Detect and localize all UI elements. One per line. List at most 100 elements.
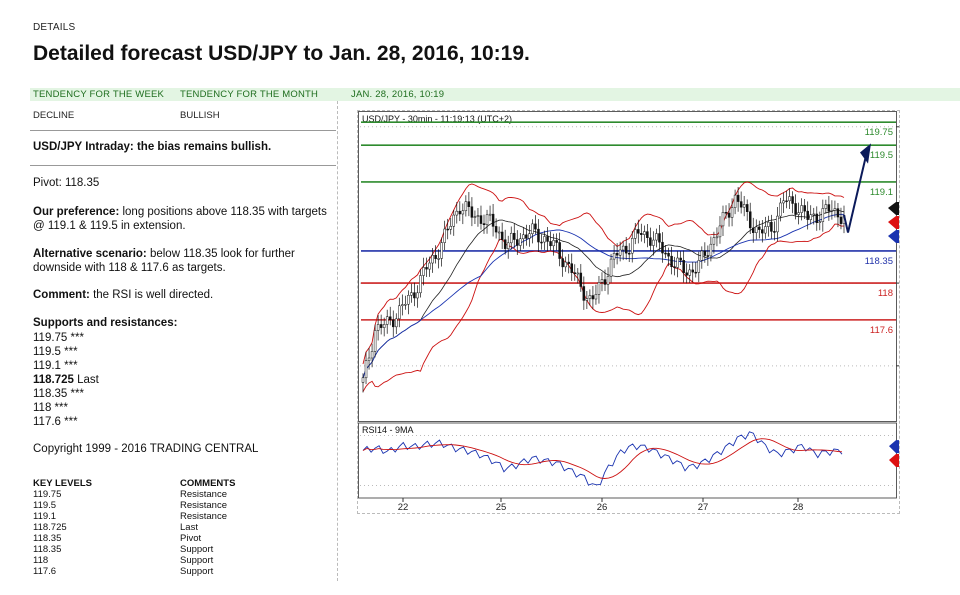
level-label: 119.1 — [870, 187, 893, 198]
candle — [748, 211, 752, 229]
candle — [724, 212, 728, 214]
price-chart-title: USD/JPY - 30min - 11:19:13 (UTC+2) — [362, 114, 512, 124]
candle — [809, 214, 812, 220]
chart-panel: USD/JPY - 30min - 11:19:13 (UTC+2) RSI14 … — [357, 110, 952, 514]
candle — [479, 215, 483, 224]
candle — [497, 231, 501, 234]
candle — [788, 196, 791, 202]
candle — [392, 319, 395, 328]
candle — [736, 194, 740, 202]
candle — [449, 226, 452, 230]
candle — [709, 243, 713, 257]
candle — [603, 279, 607, 285]
candle — [655, 233, 658, 241]
candle — [791, 196, 794, 204]
candle — [758, 226, 761, 230]
candle — [658, 233, 661, 243]
month-value: BULLISH — [180, 110, 220, 121]
candle — [558, 242, 561, 259]
divider — [30, 165, 336, 166]
candle — [422, 267, 425, 276]
tendency-date: JAN. 28, 2016, 10:19 — [351, 89, 445, 100]
x-tick-label: 27 — [698, 502, 709, 513]
candle — [407, 295, 410, 305]
candle — [428, 262, 431, 270]
candle — [398, 305, 401, 320]
candle — [812, 213, 815, 216]
moving-average-long — [362, 213, 845, 378]
candle — [779, 202, 782, 217]
candle — [373, 330, 377, 352]
candle — [552, 240, 555, 247]
sr-suffix: *** — [60, 346, 78, 358]
candle — [615, 253, 619, 256]
candle — [827, 204, 831, 212]
candle — [649, 237, 652, 246]
alternative-label: Alternative scenario: — [33, 248, 147, 260]
tendency-week-label: TENDENCY FOR THE WEEK — [33, 89, 165, 100]
candle — [733, 194, 737, 208]
key-level-comment: Resistance — [180, 500, 227, 511]
candle — [467, 201, 471, 207]
sr-item: 119.1 *** — [33, 359, 333, 373]
candle — [570, 263, 573, 273]
key-level-comment: Support — [180, 555, 214, 566]
x-tick-label: 28 — [793, 502, 804, 513]
candle — [773, 231, 776, 233]
rsi-panel-frame — [358, 422, 897, 499]
level-label: 119.75 — [865, 127, 893, 138]
candle — [519, 238, 522, 246]
sr-title: Supports and resistances: — [33, 317, 178, 329]
candle — [443, 228, 446, 243]
candle — [395, 318, 398, 328]
level-label: 118.35 — [865, 256, 893, 267]
candle — [546, 236, 549, 242]
candle — [637, 229, 640, 234]
key-level-comment: Last — [180, 522, 198, 533]
candle — [573, 272, 577, 274]
candle — [437, 258, 440, 260]
sr-item: 119.5 *** — [33, 345, 333, 359]
preference-text: Our preference: long positions above 118… — [33, 205, 333, 233]
sr-value: 118.725 — [33, 374, 74, 386]
candle — [806, 210, 809, 220]
candle — [588, 295, 592, 299]
candle — [591, 295, 595, 300]
bollinger-upper — [362, 181, 845, 365]
candle — [624, 245, 628, 254]
candle — [361, 377, 365, 383]
candle — [706, 255, 710, 257]
rsi-ma-line — [362, 438, 843, 479]
comment-body: the RSI is well directed. — [89, 289, 214, 301]
candle — [691, 269, 694, 273]
candle — [413, 292, 416, 299]
key-level-value: 118.35 — [33, 533, 62, 544]
candle — [652, 239, 655, 246]
sr-suffix: *** — [67, 388, 84, 400]
candle — [525, 234, 528, 239]
price-tag: 118.742 — [888, 216, 952, 229]
sr-suffix: *** — [60, 416, 78, 428]
price-panel-frame — [358, 111, 897, 422]
candle — [667, 252, 670, 257]
candle — [404, 303, 407, 306]
candle — [494, 226, 498, 233]
candle — [673, 266, 676, 268]
candle — [579, 272, 583, 287]
candle — [491, 213, 495, 227]
sr-suffix: *** — [67, 332, 84, 344]
price-chart: USD/JPY - 30min - 11:19:13 (UTC+2) RSI14 … — [358, 111, 952, 513]
candle — [597, 282, 601, 295]
candle — [522, 234, 525, 240]
comment-text: Comment: the RSI is well directed. — [33, 289, 333, 301]
sr-suffix: *** — [51, 402, 68, 414]
candle — [694, 271, 698, 274]
candle — [537, 228, 540, 243]
candle — [455, 210, 459, 216]
candle — [434, 255, 437, 259]
candle — [385, 316, 389, 325]
candle — [782, 200, 785, 204]
pivot-text: Pivot: 118.35 — [33, 177, 100, 189]
candle — [742, 204, 746, 208]
candle — [815, 213, 819, 223]
